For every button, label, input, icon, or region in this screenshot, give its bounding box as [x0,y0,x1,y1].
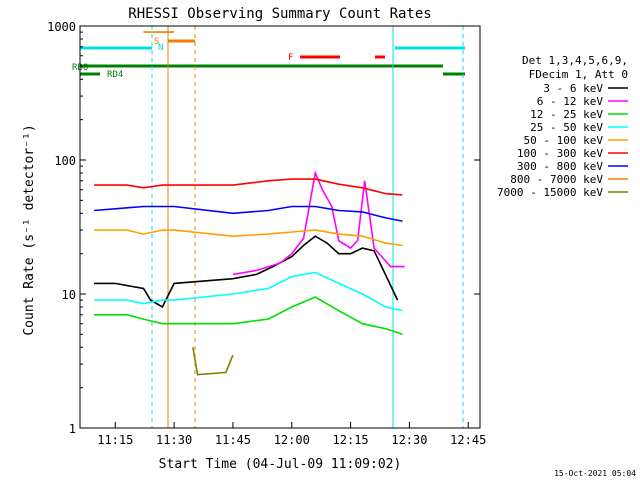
datestamp: 15-Oct-2021 05:04 [554,469,636,478]
x-tick-label-2: 11:30 [156,433,192,447]
legend-label-7: 300 - 800 keV [517,160,603,173]
saa-label: S [154,37,159,47]
series-line-2 [232,170,405,276]
series-line-9 [192,347,234,376]
legend-label-3: 12 - 25 keV [530,108,603,121]
series-line-6 [94,178,403,196]
legend-label-9: 7000 - 15000 keV [497,186,603,199]
legend-label-1: 3 - 6 keV [543,82,603,95]
x-tick-label-7: 12:45 [450,433,486,447]
legend: Det 1,3,4,5,6,9, FDecim 1, Att 0 3 - 6 k… [497,54,628,199]
flare-label: F [288,53,293,63]
night-label: N [158,43,163,53]
x-tick-label-6: 12:30 [391,433,427,447]
x-tick-label-5: 12:15 [333,433,369,447]
series-line-4 [94,271,403,312]
legend-label-8: 800 - 7000 keV [510,173,603,186]
x-tick-label-4: 12:00 [274,433,310,447]
legend-label-2: 6 - 12 keV [537,95,604,108]
y-axis-label: Count Rate (s⁻¹ detector⁻¹) [22,124,37,335]
x-axis-label: Start Time (04-Jul-09 11:09:02) [159,457,402,472]
legend-header-line-2: FDecim 1, Att 0 [529,68,628,81]
legend-label-4: 25 - 50 keV [530,121,603,134]
rd4-label: RD4 [107,70,123,80]
y-tick-label-1: 1 [69,422,76,436]
y-tick-label-3: 100 [54,154,76,168]
y-tick-label-4: 1000 [47,20,76,34]
legend-header-line-1: Det 1,3,4,5,6,9, [522,54,628,67]
y-tick-label-2: 10 [62,288,76,302]
plot-frame [79,25,481,429]
legend-label-6: 100 - 300 keV [517,147,603,160]
x-tick-label-1: 11:15 [97,433,133,447]
y-axis-label-group: Count Rate (s⁻¹ detector⁻¹) [22,124,37,335]
axis-ticks: 1 10 100 1000 11:15 11:30 11:45 12:00 12:15 12:30… [47,20,486,447]
series-line-5 [94,229,403,247]
legend-label-5: 50 - 100 keV [524,134,604,147]
x-tick-label-3: 11:45 [215,433,251,447]
series-line-7 [94,205,403,222]
series-line-3 [94,296,403,336]
chart-title: RHESSI Observing Summary Count Rates [128,6,431,22]
